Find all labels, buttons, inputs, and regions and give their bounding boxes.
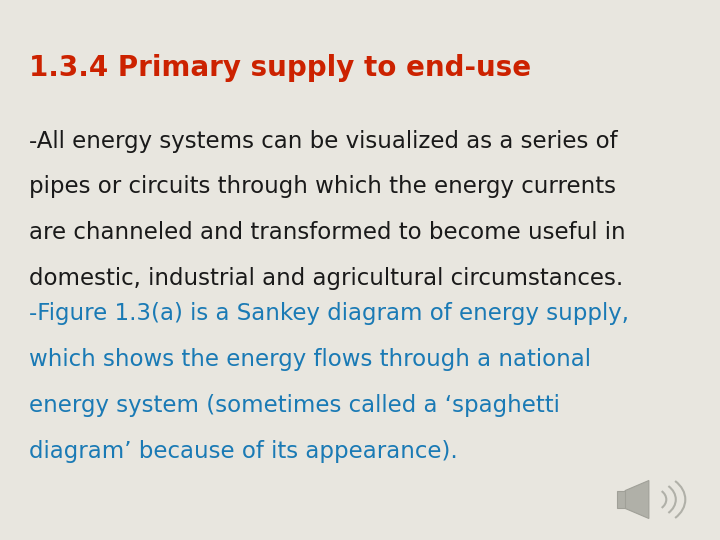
Polygon shape [625, 481, 649, 518]
Text: 1.3.4 Primary supply to end-use: 1.3.4 Primary supply to end-use [29, 54, 531, 82]
Text: domestic, industrial and agricultural circumstances.: domestic, industrial and agricultural ci… [29, 267, 623, 291]
Text: pipes or circuits through which the energy currents: pipes or circuits through which the ener… [29, 176, 616, 199]
Text: -Figure 1.3(a) is a Sankey diagram of energy supply,: -Figure 1.3(a) is a Sankey diagram of en… [29, 302, 629, 326]
Text: diagram’ because of its appearance).: diagram’ because of its appearance). [29, 440, 457, 463]
Text: energy system (sometimes called a ‘spaghetti: energy system (sometimes called a ‘spagh… [29, 394, 559, 417]
Text: -All energy systems can be visualized as a series of: -All energy systems can be visualized as… [29, 130, 618, 153]
Text: which shows the energy flows through a national: which shows the energy flows through a n… [29, 348, 591, 372]
Text: are channeled and transformed to become useful in: are channeled and transformed to become … [29, 221, 626, 245]
Polygon shape [617, 490, 625, 509]
